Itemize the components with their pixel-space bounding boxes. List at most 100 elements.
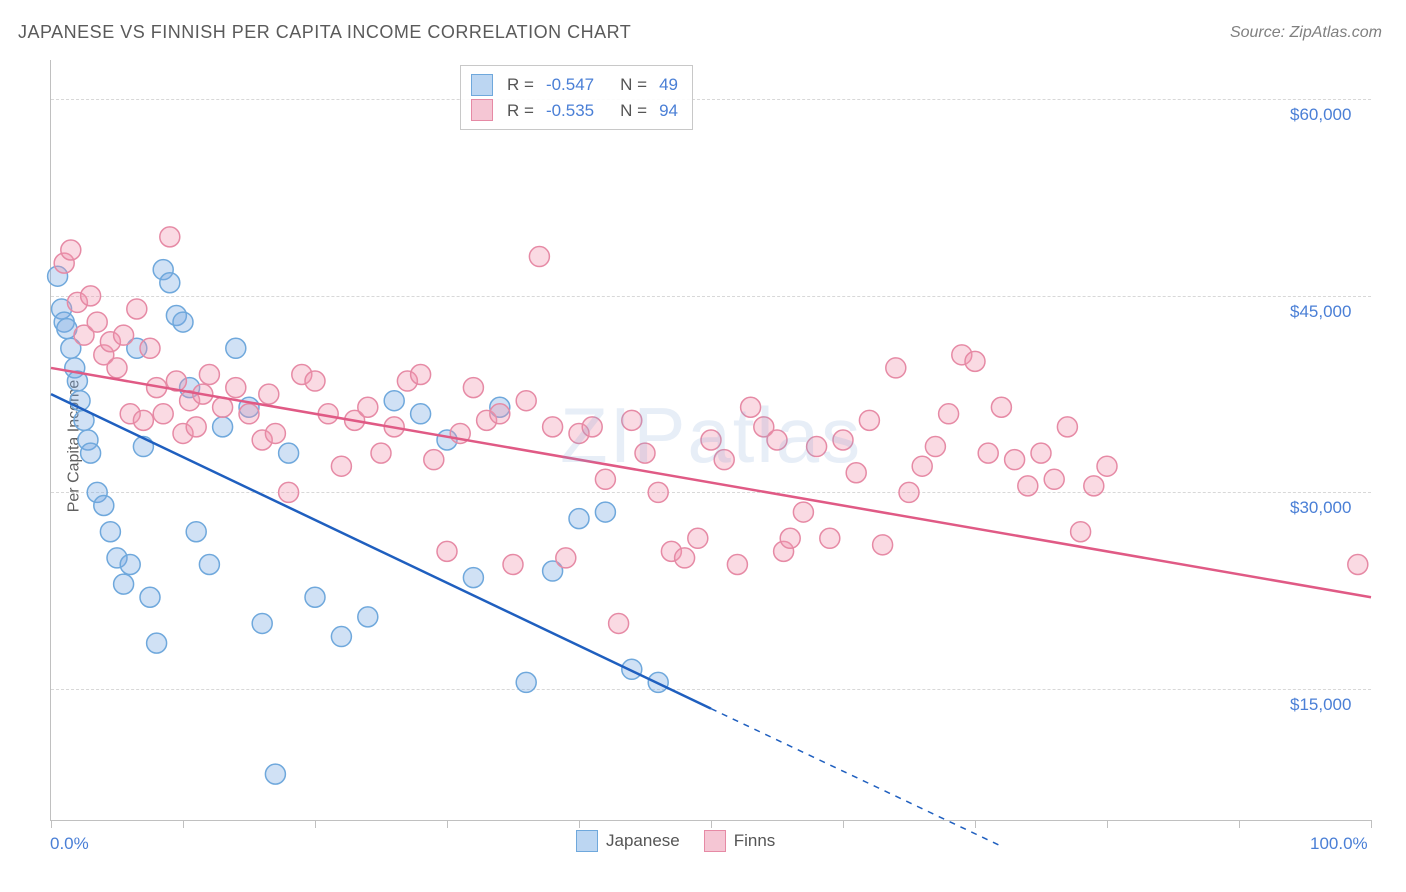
data-point xyxy=(609,613,629,633)
data-point xyxy=(741,397,761,417)
data-point xyxy=(87,312,107,332)
data-point xyxy=(140,587,160,607)
scatter-plot xyxy=(50,60,1371,821)
data-point xyxy=(1071,522,1091,542)
data-point xyxy=(965,351,985,371)
data-point xyxy=(529,247,549,267)
data-point xyxy=(873,535,893,555)
regression-line xyxy=(51,368,1371,597)
data-point xyxy=(1084,476,1104,496)
data-point xyxy=(595,469,615,489)
data-point xyxy=(939,404,959,424)
data-point xyxy=(371,443,391,463)
data-point xyxy=(279,482,299,502)
series-legend: Japanese Finns xyxy=(576,830,775,852)
regression-line-extrapolated xyxy=(711,709,1001,847)
data-point xyxy=(820,528,840,548)
data-point xyxy=(186,522,206,542)
n-label: N = xyxy=(620,98,647,124)
data-point xyxy=(120,554,140,574)
data-point xyxy=(886,358,906,378)
x-tick xyxy=(579,820,580,828)
data-point xyxy=(81,443,101,463)
data-point xyxy=(1018,476,1038,496)
r-value: -0.547 xyxy=(546,72,594,98)
data-point xyxy=(569,509,589,529)
x-tick xyxy=(711,820,712,828)
legend-label: Japanese xyxy=(606,831,680,851)
data-point xyxy=(635,443,655,463)
x-tick xyxy=(1239,820,1240,828)
x-tick xyxy=(975,820,976,828)
data-point xyxy=(543,417,563,437)
data-point xyxy=(160,227,180,247)
data-point xyxy=(833,430,853,450)
data-point xyxy=(100,522,120,542)
x-tick-label: 100.0% xyxy=(1310,834,1368,854)
data-point xyxy=(582,417,602,437)
data-point xyxy=(279,443,299,463)
data-point xyxy=(133,410,153,430)
data-point xyxy=(978,443,998,463)
data-point xyxy=(173,312,193,332)
x-tick xyxy=(843,820,844,828)
y-tick-label: $60,000 xyxy=(1290,105,1351,125)
data-point xyxy=(1348,554,1368,574)
y-tick-label: $30,000 xyxy=(1290,498,1351,518)
data-point xyxy=(114,325,134,345)
data-point xyxy=(516,672,536,692)
data-point xyxy=(384,391,404,411)
correlation-legend: R = -0.547 N = 49R =-0.535N =94 xyxy=(460,65,693,130)
data-point xyxy=(463,568,483,588)
x-tick xyxy=(1107,820,1108,828)
data-point xyxy=(622,410,642,430)
data-point xyxy=(688,528,708,548)
data-point xyxy=(701,430,721,450)
data-point xyxy=(114,574,134,594)
data-point xyxy=(61,240,81,260)
data-point xyxy=(846,463,866,483)
data-point xyxy=(107,358,127,378)
data-point xyxy=(265,423,285,443)
data-point xyxy=(767,430,787,450)
data-point xyxy=(153,404,173,424)
x-tick xyxy=(1371,820,1372,828)
data-point xyxy=(239,404,259,424)
data-point xyxy=(780,528,800,548)
legend-row: R =-0.535N =94 xyxy=(471,98,682,124)
data-point xyxy=(503,554,523,574)
data-point xyxy=(213,417,233,437)
data-point xyxy=(424,450,444,470)
data-point xyxy=(358,397,378,417)
r-label: R = xyxy=(507,72,534,98)
x-tick xyxy=(51,820,52,828)
y-tick-label: $15,000 xyxy=(1290,695,1351,715)
data-point xyxy=(213,397,233,417)
data-point xyxy=(925,437,945,457)
data-point xyxy=(991,397,1011,417)
data-point xyxy=(727,554,747,574)
data-point xyxy=(81,286,101,306)
data-point xyxy=(807,437,827,457)
data-point xyxy=(305,587,325,607)
data-point xyxy=(226,338,246,358)
legend-label: Finns xyxy=(734,831,776,851)
data-point xyxy=(1057,417,1077,437)
data-point xyxy=(259,384,279,404)
legend-item: Finns xyxy=(704,830,776,852)
x-tick xyxy=(183,820,184,828)
data-point xyxy=(556,548,576,568)
data-point xyxy=(265,764,285,784)
legend-swatch xyxy=(704,830,726,852)
data-point xyxy=(463,378,483,398)
data-point xyxy=(437,541,457,561)
data-point xyxy=(305,371,325,391)
source-label: Source: ZipAtlas.com xyxy=(1230,24,1382,42)
legend-item: Japanese xyxy=(576,830,680,852)
data-point xyxy=(793,502,813,522)
data-point xyxy=(411,404,431,424)
data-point xyxy=(133,437,153,457)
chart-title: JAPANESE VS FINNISH PER CAPITA INCOME CO… xyxy=(18,22,631,43)
n-value: 49 xyxy=(659,72,678,98)
n-label: N = xyxy=(620,72,647,98)
